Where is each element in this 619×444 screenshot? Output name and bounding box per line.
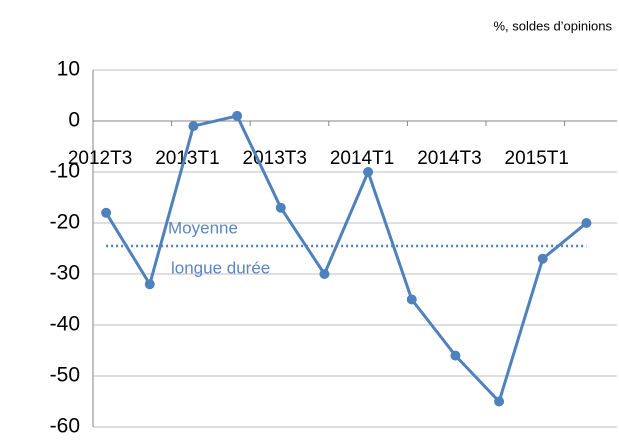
y-tick-label: 0: [68, 109, 80, 132]
y-tick-label: -60: [50, 415, 80, 438]
data-point: [494, 396, 505, 407]
y-tick-label: -20: [50, 211, 80, 234]
data-point: [144, 279, 155, 290]
y-tick-label: -10: [50, 160, 80, 183]
x-tick-label: 2013T1: [155, 148, 219, 169]
y-tick-label: 10: [57, 58, 80, 81]
x-tick-label: 2013T3: [243, 148, 307, 169]
y-tick-label: -40: [50, 313, 80, 336]
x-tick-label: 2014T3: [417, 148, 481, 169]
data-point: [101, 207, 112, 218]
data-point: [537, 253, 548, 264]
y-tick-label: -30: [50, 262, 80, 285]
data-point: [581, 218, 592, 228]
data-point: [275, 202, 286, 213]
data-point: [406, 294, 417, 305]
average-label: longue durée: [171, 258, 270, 277]
data-point: [319, 269, 330, 279]
data-point: [188, 121, 199, 132]
y-tick-label: -50: [50, 364, 80, 387]
unit-label: %, soldes d’opinions: [493, 18, 612, 33]
x-tick-label: 2015T1: [505, 148, 569, 169]
data-point: [363, 167, 374, 177]
average-label: Moyenne: [168, 218, 238, 237]
series-line: [104, 114, 588, 403]
x-tick-label: 2012T3: [68, 148, 132, 169]
x-tick-label: 2014T1: [330, 148, 394, 169]
data-point: [450, 350, 461, 361]
data-point: [232, 110, 243, 121]
